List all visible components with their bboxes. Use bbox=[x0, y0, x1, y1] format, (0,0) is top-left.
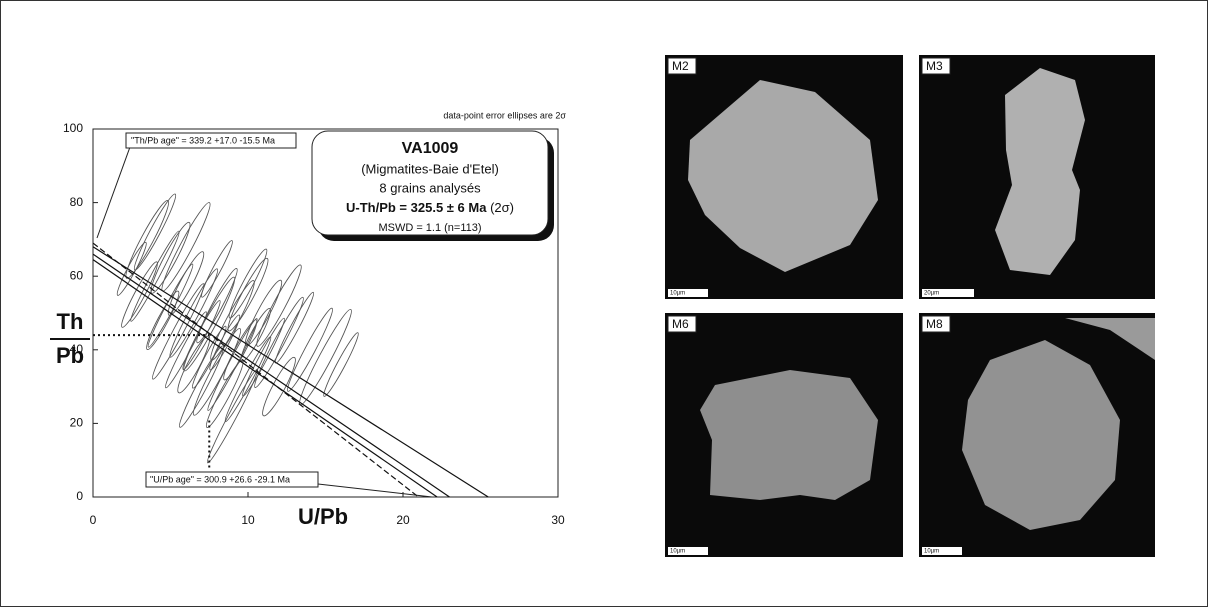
scale-box bbox=[668, 547, 708, 555]
label-box bbox=[921, 315, 951, 333]
grain bbox=[688, 80, 878, 272]
sample-title: VA1009 bbox=[402, 140, 459, 157]
y-axis-label-top: Th bbox=[57, 309, 84, 334]
age-box bbox=[311, 130, 549, 236]
u-pb-box bbox=[145, 471, 319, 488]
y-tick-label: 40 bbox=[70, 342, 84, 356]
panel: M8 10µm bbox=[919, 313, 1155, 557]
th-pb-box bbox=[125, 132, 297, 149]
y-tick-label: 80 bbox=[70, 195, 84, 209]
error-ellipse bbox=[169, 268, 219, 358]
plot-frame bbox=[92, 128, 559, 498]
ellipse-note: data-point error ellipses are 2σ bbox=[443, 110, 566, 120]
x-tick-label: 30 bbox=[551, 513, 565, 527]
panel-label: M2 bbox=[672, 59, 689, 73]
leader-line bbox=[96, 146, 131, 239]
panel: M3 20µm bbox=[919, 55, 1155, 299]
error-ellipse bbox=[147, 263, 194, 348]
error-ellipse bbox=[196, 268, 238, 344]
regression-line bbox=[92, 242, 419, 498]
error-ellipse bbox=[121, 261, 158, 328]
x-tick-label: 20 bbox=[396, 513, 410, 527]
plot: data-point error ellipses are 2σ 0 20 40 60… bbox=[63, 110, 566, 527]
grain bbox=[700, 370, 878, 500]
age-sigma: (2σ) bbox=[490, 200, 514, 215]
scale-label: 20µm bbox=[924, 291, 939, 297]
scale-box bbox=[922, 547, 962, 555]
panel-label: M3 bbox=[926, 59, 943, 73]
error-ellipse bbox=[323, 332, 359, 397]
panel-label: M8 bbox=[926, 317, 943, 331]
u-pb-age: "U/Pb age" = 300.9 +26.6 -29.1 Ma bbox=[150, 474, 290, 484]
regression-line bbox=[92, 253, 450, 498]
error-ellipse bbox=[242, 317, 285, 397]
mswd: MSWD = 1.1 (n=113) bbox=[378, 222, 481, 234]
panel-label: M6 bbox=[672, 317, 689, 331]
x-tick-label: 0 bbox=[90, 513, 97, 527]
sample-location: (Migmatites-Baie d'Etel) bbox=[361, 161, 499, 176]
grain bbox=[995, 68, 1085, 275]
error-ellipse bbox=[244, 279, 283, 347]
scale-label: 10µm bbox=[924, 549, 939, 555]
error-ellipse bbox=[177, 335, 211, 394]
grain bbox=[962, 340, 1120, 530]
scale-label: 10µm bbox=[670, 549, 685, 555]
regression-line bbox=[92, 259, 438, 498]
label-box bbox=[667, 315, 697, 333]
leader-line bbox=[317, 483, 433, 498]
error-ellipse bbox=[254, 296, 304, 388]
error-ellipse bbox=[146, 290, 180, 351]
age-line: U-Th/Pb = 325.5 ± 6 Ma (2σ) bbox=[346, 200, 514, 215]
grain-fragment bbox=[1065, 318, 1155, 360]
error-ellipse bbox=[133, 193, 177, 271]
label-box bbox=[921, 57, 951, 75]
error-ellipse bbox=[206, 368, 259, 464]
x-tick-label: 10 bbox=[241, 513, 255, 527]
y-axis-label-bottom: Pb bbox=[56, 343, 84, 368]
error-ellipse bbox=[256, 264, 302, 347]
error-ellipse bbox=[201, 240, 233, 298]
error-ellipse bbox=[227, 257, 269, 332]
y-tick-label: 60 bbox=[70, 268, 84, 282]
error-ellipse bbox=[228, 248, 268, 319]
grain-count: 8 grains analysés bbox=[379, 180, 481, 195]
error-ellipse bbox=[152, 283, 205, 380]
error-ellipse bbox=[150, 221, 191, 294]
error-ellipse bbox=[130, 230, 180, 322]
x-axis-label: U/Pb bbox=[298, 504, 348, 529]
age: U-Th/Pb = 325.5 ± 6 Ma bbox=[346, 200, 487, 215]
scale-box bbox=[922, 289, 974, 297]
scale-box bbox=[668, 289, 708, 297]
panel: M2 10µm bbox=[665, 55, 903, 299]
th-pb-age: "Th/Pb age" = 339.2 +17.0 -15.5 Ma bbox=[131, 135, 275, 145]
y-tick-label: 20 bbox=[70, 416, 84, 430]
error-ellipse bbox=[223, 319, 258, 381]
scale-label: 10µm bbox=[670, 291, 685, 297]
y-tick-label: 0 bbox=[76, 489, 83, 503]
y-tick-label: 100 bbox=[63, 121, 83, 135]
label-box bbox=[667, 57, 697, 75]
error-ellipse bbox=[209, 314, 241, 371]
error-ellipse bbox=[167, 251, 205, 316]
error-ellipse bbox=[287, 307, 333, 392]
regression-line bbox=[92, 246, 489, 498]
panel: M6 10µm bbox=[665, 313, 903, 557]
